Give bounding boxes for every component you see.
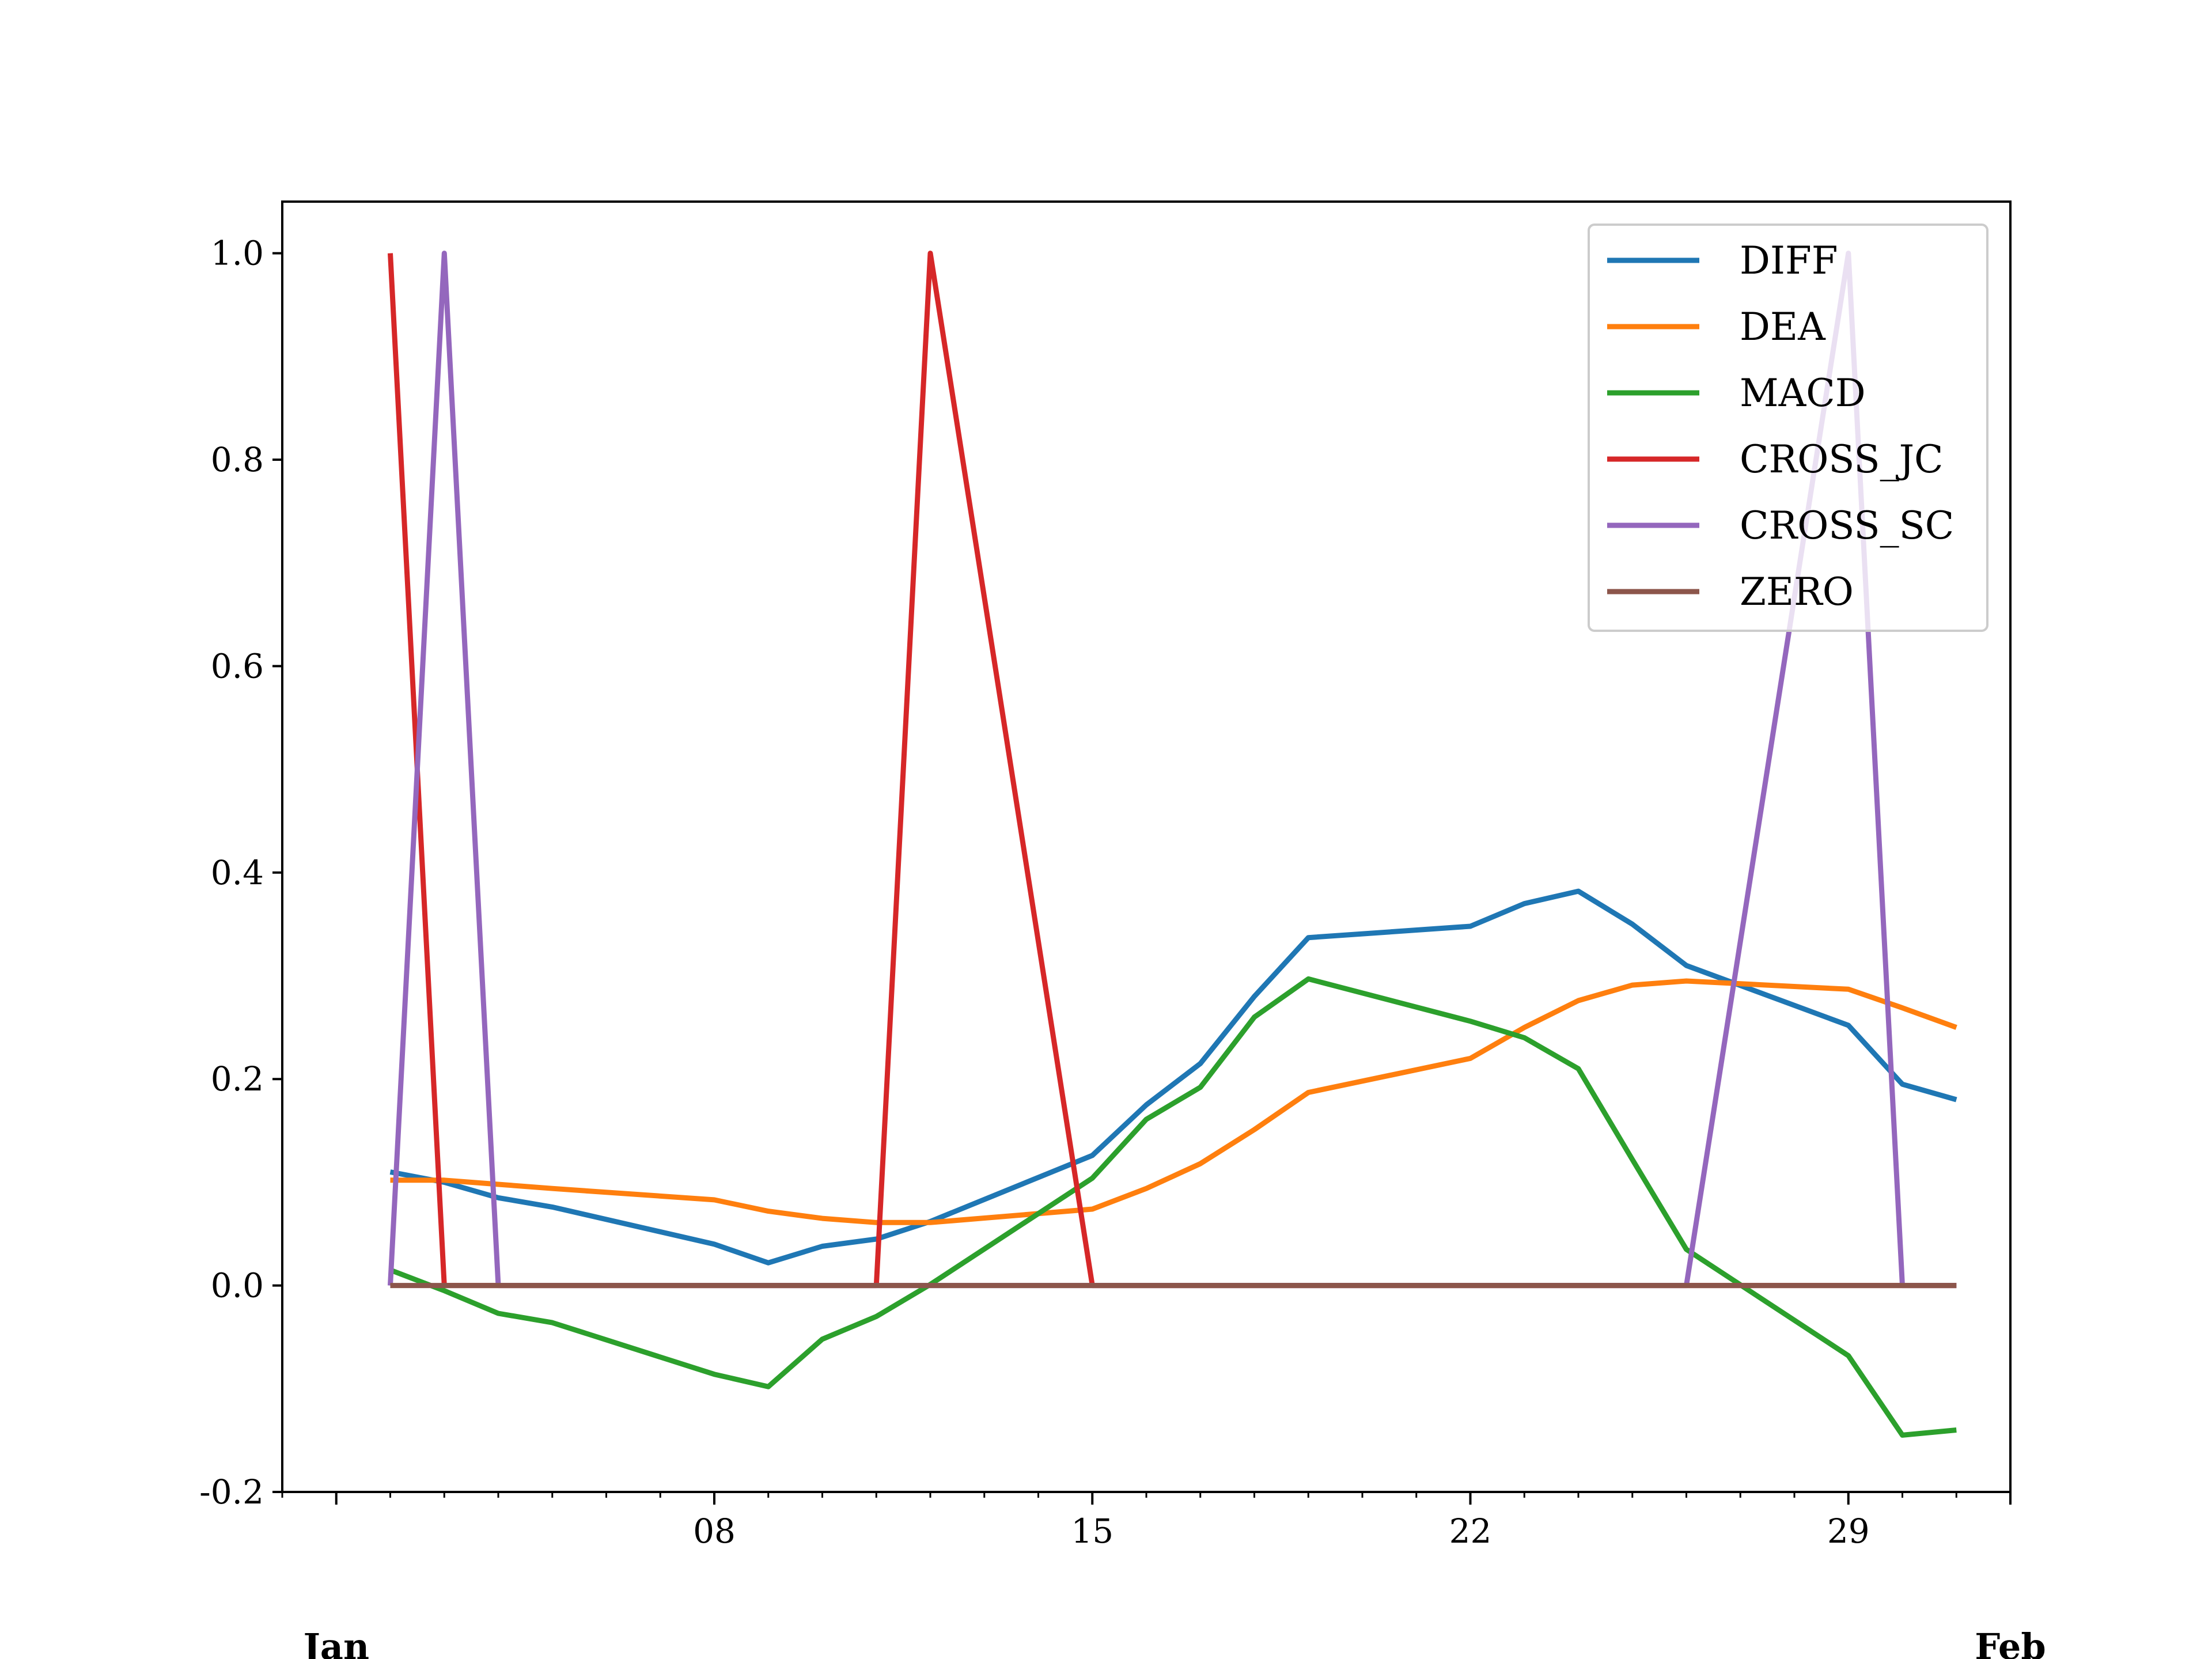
- y-tick-label: 0.4: [211, 853, 264, 892]
- x-tick-label: 29: [1827, 1512, 1870, 1551]
- legend-label: CROSS_SC: [1740, 503, 1954, 548]
- series-layer: [388, 251, 1957, 1438]
- y-tick-label: 0.6: [211, 646, 264, 685]
- legend-label: DEA: [1740, 305, 1826, 349]
- legend-label: MACD: [1740, 371, 1866, 415]
- legend-label: ZERO: [1740, 570, 1854, 614]
- x-tick-label: 22: [1449, 1512, 1492, 1551]
- x-month-label: Jan: [300, 1626, 369, 1659]
- x-month-label: Feb: [1975, 1626, 2046, 1659]
- series-line-diff: [389, 888, 1957, 1266]
- y-tick-label: 1.0: [211, 234, 264, 273]
- x-tick-label: 15: [1071, 1512, 1113, 1551]
- series-line-dea: [390, 978, 1957, 1225]
- legend: DIFF DEA MACD CROSS_JC CROSS_SC ZERO: [1588, 224, 1988, 632]
- x-axis: 08152229Jan2018Feb: [281, 1492, 2046, 1659]
- legend-label: CROSS_JC: [1740, 437, 1944, 482]
- y-tick-label: 0.0: [211, 1266, 264, 1305]
- y-tick-label: -0.2: [199, 1472, 264, 1512]
- y-axis: -0.2 0.0 0.2 0.4 0.6 0.8 1.0: [199, 234, 282, 1512]
- y-tick-label: 0.2: [211, 1059, 264, 1099]
- series-line-macd: [389, 976, 1957, 1438]
- y-tick-label: 0.8: [211, 440, 264, 479]
- x-tick-label: 08: [693, 1512, 736, 1551]
- legend-label: DIFF: [1740, 238, 1838, 283]
